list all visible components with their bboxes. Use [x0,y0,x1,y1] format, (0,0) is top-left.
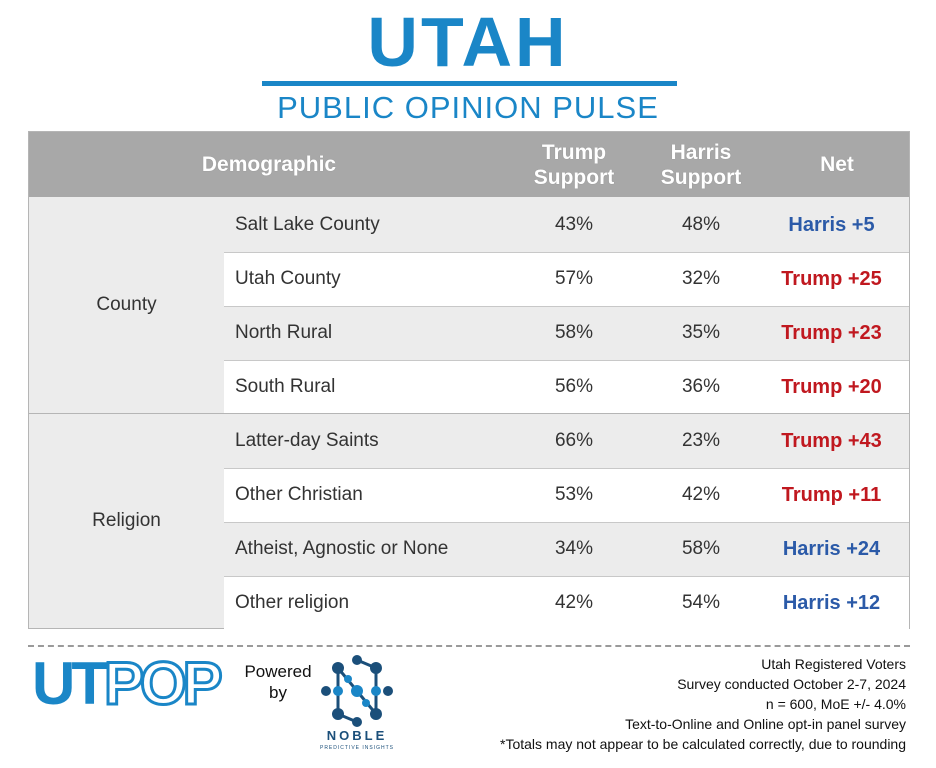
net-margin-value: Trump +25 [781,268,882,290]
row-divider [224,252,909,253]
net-margin-value: Harris +12 [782,592,881,614]
trump-support-value: 56% [554,376,594,397]
harris-support-value: 35% [681,322,721,343]
trump-support-value: 58% [554,322,594,343]
table-row: Salt Lake County 43% 48% Harris +5 [224,198,909,252]
note-line: Text-to-Online and Online opt-in panel s… [625,716,906,732]
table-row: Other religion 42% 54% Harris +12 [224,576,909,630]
row-divider [224,576,909,577]
note-line: n = 600, MoE +/- 4.0% [765,696,906,712]
column-header-demographic: Demographic [201,153,337,176]
group-divider [29,413,909,414]
table-row: Other Christian 53% 42% Trump +11 [224,468,909,522]
net-margin-value: Trump +23 [781,322,882,344]
net-margin-value: Harris +5 [788,214,875,236]
group-label: Religion [92,510,161,531]
demographic-name: South Rural [235,376,336,397]
page-title: UTAH [367,3,569,81]
page-subtitle: PUBLIC OPINION PULSE [277,90,659,125]
noble-logo-text: NOBLE [326,728,388,743]
trump-support-value: 43% [554,214,594,235]
demographic-name: Latter-day Saints [235,430,379,451]
trump-support-value: 42% [554,592,594,613]
page-header: UTAH PUBLIC OPINION PULSE [0,0,936,128]
harris-support-value: 42% [681,484,721,505]
row-divider [224,360,909,361]
demographic-name: Atheist, Agnostic or None [235,538,449,559]
demographic-name: Other Christian [235,484,363,505]
net-margin-value: Harris +24 [782,538,881,560]
table-row: Atheist, Agnostic or None 34% 58% Harris +2… [224,522,909,576]
group-label: County [96,294,157,315]
demographic-name: North Rural [235,322,333,343]
footer-divider [28,645,910,647]
harris-support-value: 36% [681,376,721,397]
noble-network-icon [321,655,393,727]
survey-notes: Utah Registered Voters Survey conducted … [500,654,906,754]
trump-support-value: 53% [554,484,594,505]
net-margin-value: Trump +43 [781,430,882,452]
harris-support-value: 54% [681,592,721,613]
note-line: Utah Registered Voters [761,656,906,672]
row-divider [224,306,909,307]
harris-support-value: 32% [681,268,721,289]
row-divider [224,468,909,469]
net-margin-value: Trump +11 [781,484,882,506]
column-header-harris-support: Harris Support [660,141,742,189]
harris-support-value: 58% [681,538,721,559]
logo-pop-text: POP [102,650,224,717]
logo-ut-text: UT [32,650,108,717]
net-margin-value: Trump +20 [781,376,882,398]
table-header: Demographic Trump Support Harris Support… [29,132,909,197]
column-header-trump-support: Trump Support [533,141,615,189]
harris-support-value: 48% [681,214,721,235]
table-row: Latter-day Saints 66% 23% Trump +43 [224,414,909,468]
table-row: North Rural 58% 35% Trump +23 [224,306,909,360]
trump-support-value: 57% [554,268,594,289]
trump-support-value: 34% [554,538,594,559]
column-header-net: Net [820,153,854,176]
utpop-logo: UTPOP [32,652,224,715]
demographic-name: Other religion [235,592,350,613]
table-row: Utah County 57% 32% Trump +25 [224,252,909,306]
note-line: *Totals may not appear to be calculated … [500,736,906,752]
demographic-name: Utah County [235,268,341,289]
note-line: Survey conducted October 2-7, 2024 [677,676,906,692]
trump-support-value: 66% [554,430,594,451]
powered-by-label: Powered by [244,662,312,702]
title-divider [262,81,677,86]
table-row: South Rural 56% 36% Trump +20 [224,360,909,414]
row-divider [224,522,909,523]
harris-support-value: 23% [681,430,721,451]
demographic-name: Salt Lake County [235,214,380,235]
poll-results-table: Demographic Trump Support Harris Support… [28,131,910,630]
noble-tagline: PREDICTIVE INSIGHTS [319,745,394,751]
